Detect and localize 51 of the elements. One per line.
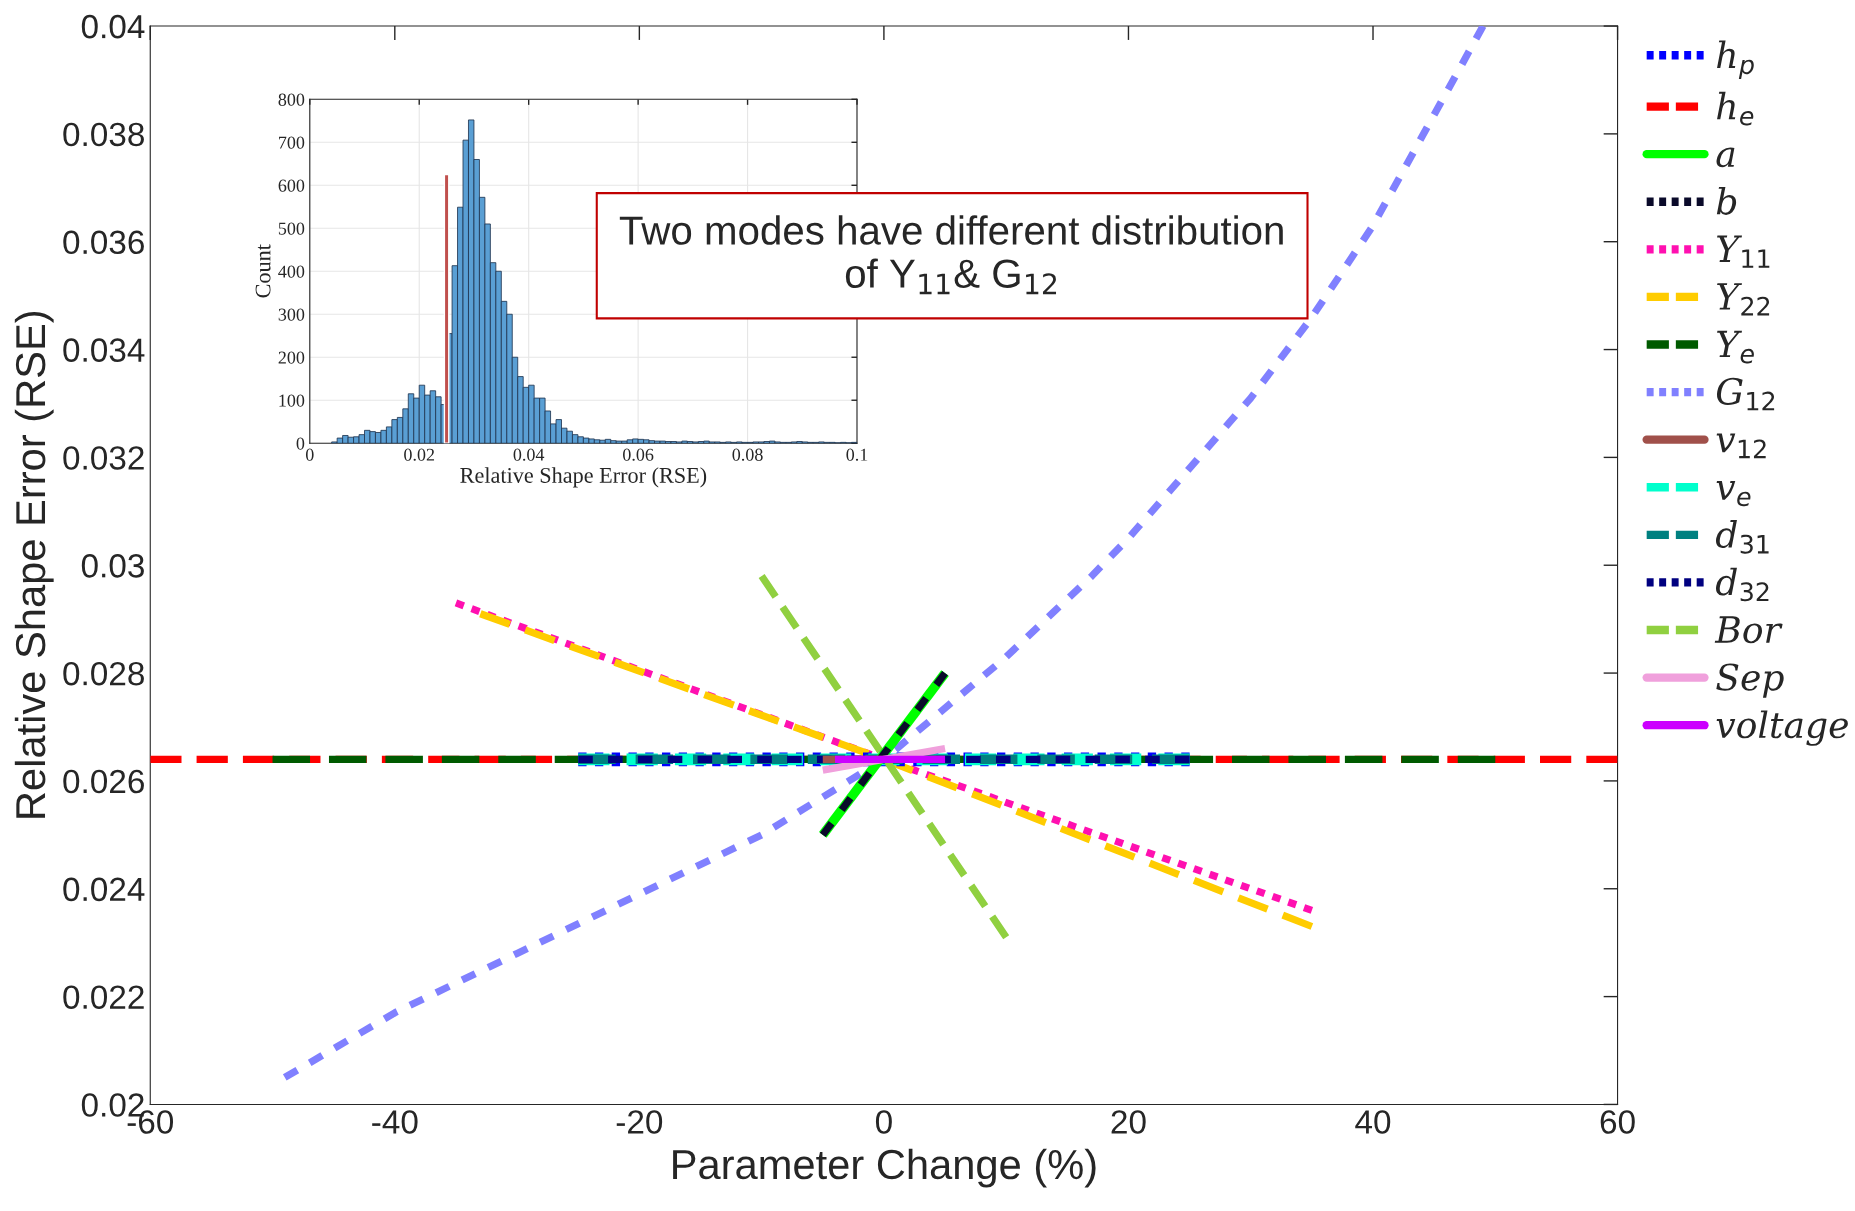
y-tick-label: 0.028 (63, 661, 144, 686)
legend-label: h$_{p}$ (1717, 40, 1754, 80)
legend-label: v$_{12}$ (1716, 433, 1766, 459)
x-axis-title: Parameter Change (%) (673, 1148, 1096, 1188)
y-tick-label: 200 (278, 351, 305, 364)
y-tick-label: 0.032 (63, 446, 144, 470)
y-tick-label: 500 (278, 222, 305, 235)
y-tick-label: 0.038 (63, 122, 144, 147)
legend-label: G$_{12}$ (1716, 377, 1775, 411)
y-tick-label: 100 (279, 394, 305, 407)
legend-label: d$_{32}$ (1715, 567, 1769, 602)
x-tick-label: 0.06 (623, 448, 654, 461)
y-tick-label: 0.026 (63, 769, 144, 794)
x-tick-label: 60 (1600, 1110, 1635, 1134)
legend-label: Sep (1716, 663, 1784, 698)
legend-label: h$_{e}$ (1717, 91, 1754, 126)
x-tick-label: 0.1 (846, 448, 868, 461)
x-tick-label: 40 (1355, 1110, 1391, 1134)
legend-label: Y$_{22}$ (1717, 283, 1770, 316)
y-tick-label: 0.022 (63, 985, 144, 1009)
legend-label: voltage (1716, 710, 1848, 746)
y-tick-label: 400 (278, 265, 305, 278)
y-tick-label: 800 (278, 93, 305, 106)
x-tick-label: 0 (875, 1110, 892, 1134)
x-axis-title: Relative Shape Error (RSE) (460, 467, 707, 488)
y-axis-title: Count (255, 244, 271, 298)
y-tick-label: 0.04 (81, 14, 145, 39)
x-tick-label: 0.02 (404, 448, 435, 461)
legend-label: d$_{31}$ (1715, 520, 1769, 554)
x-tick-label: -40 (372, 1110, 418, 1134)
annotation: Two modes have different distribution of Y$_{11}$& G$_{12}$ (619, 215, 1283, 295)
y-tick-label: 0.034 (63, 338, 145, 362)
legend-label: Y$_{e}$ (1717, 330, 1754, 364)
legend-label: v$_{e}$ (1716, 481, 1751, 507)
x-tick-label: 20 (1111, 1110, 1146, 1134)
x-tick-label: 0.08 (732, 448, 763, 461)
y-tick-label: 0.03 (81, 554, 144, 578)
y-tick-label: 0.036 (63, 230, 144, 255)
legend-label: b (1716, 186, 1737, 215)
x-tick-label: 0.04 (513, 448, 545, 461)
legend-label: Bor (1714, 616, 1783, 644)
y-tick-label: 300 (278, 308, 305, 321)
y-tick-label: 0.024 (63, 877, 145, 902)
y-axis-title: Relative Shape Error (RSE) (14, 311, 54, 818)
legend-label: Y$_{11}$ (1717, 235, 1770, 268)
x-tick-label: -20 (616, 1110, 663, 1134)
y-tick-label: 700 (279, 136, 305, 149)
y-tick-label: 0 (296, 437, 305, 450)
legend-label: a (1716, 147, 1735, 168)
y-tick-label: 600 (278, 179, 305, 192)
x-tick-label: 0 (305, 448, 314, 461)
